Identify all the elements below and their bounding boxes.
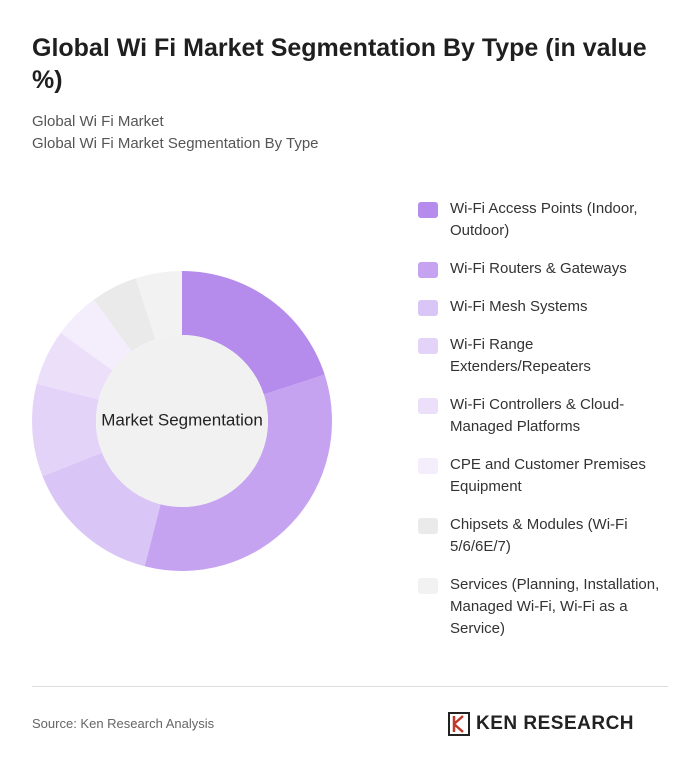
legend-label: Wi-Fi Mesh Systems	[450, 298, 588, 315]
legend-swatch	[418, 458, 438, 474]
legend-label: Wi-Fi Range Extenders/Repeaters	[450, 336, 591, 375]
legend-swatch	[418, 398, 438, 414]
legend-label: Wi-Fi Routers & Gateways	[450, 260, 627, 277]
legend-item: Wi-Fi Access Points (Indoor, Outdoor)	[418, 198, 678, 242]
legend-swatch	[418, 518, 438, 534]
donut-segment	[60, 299, 132, 371]
donut-segment	[36, 332, 113, 400]
donut-segment	[42, 452, 161, 567]
legend: Wi-Fi Access Points (Indoor, Outdoor) Wi-…	[418, 198, 678, 656]
divider	[32, 686, 668, 687]
legend-label: Wi-Fi Access Points (Indoor, Outdoor)	[450, 200, 638, 239]
legend-label: Services (Planning, Installation, Manage…	[450, 576, 660, 637]
center-label: Market Segmentation	[101, 410, 263, 429]
legend-swatch	[418, 262, 438, 278]
donut-hole	[96, 335, 268, 507]
subtitle: Global Wi Fi Market Segmentation By Type	[32, 135, 319, 152]
legend-label: Wi-Fi Controllers & Cloud-Managed Platfo…	[450, 396, 625, 435]
legend-item: CPE and Customer Premises Equipment	[418, 454, 678, 498]
logo-icon	[448, 712, 470, 736]
donut-segment	[31, 383, 103, 477]
legend-item: Chipsets & Modules (Wi-Fi 5/6/6E/7)	[418, 514, 678, 558]
legend-item: Wi-Fi Routers & Gateways	[418, 258, 678, 280]
legend-swatch	[418, 338, 438, 354]
subtitle: Global Wi Fi Market	[32, 113, 164, 130]
donut-segment	[144, 374, 333, 571]
source: Source: Ken Research Analysis	[32, 716, 215, 731]
legend-swatch	[418, 300, 438, 316]
legend-label: Chipsets & Modules (Wi-Fi 5/6/6E/7)	[450, 516, 628, 555]
legend-item: Wi-Fi Controllers & Cloud-Managed Platfo…	[418, 394, 678, 438]
legend-swatch	[418, 578, 438, 594]
donut-chart: Market Segmentation	[31, 271, 333, 571]
chart-title: Global Wi Fi Market Segmentation By Type…	[32, 34, 647, 94]
donut-segment	[93, 278, 156, 352]
legend-item: Services (Planning, Installation, Manage…	[418, 574, 678, 640]
logo: KEN RESEARCH	[448, 712, 634, 736]
legend-item: Wi-Fi Range Extenders/Repeaters	[418, 334, 678, 378]
legend-label: CPE and Customer Premises Equipment	[450, 456, 646, 495]
legend-swatch	[418, 202, 438, 218]
donut-segment	[182, 271, 325, 395]
logo-text: KEN RESEARCH	[476, 713, 635, 734]
donut-segment	[135, 271, 182, 340]
legend-item: Wi-Fi Mesh Systems	[418, 296, 678, 318]
